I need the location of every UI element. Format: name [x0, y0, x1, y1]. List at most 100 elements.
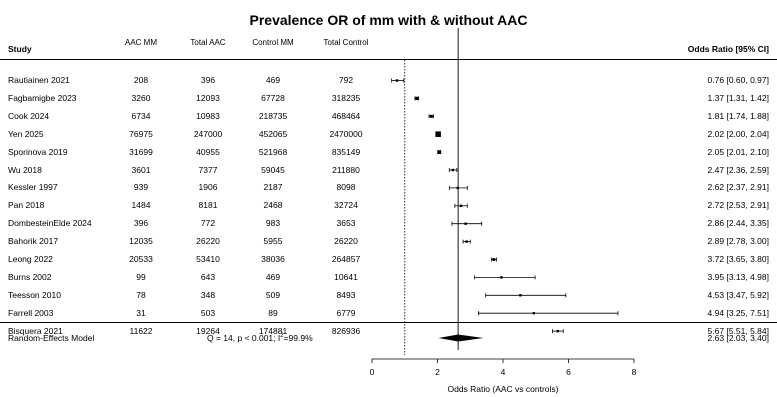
cell-or-ci: 3.72 [3.65, 3.80]: [707, 254, 769, 264]
x-axis-label: Odds Ratio (AAC vs controls): [447, 384, 558, 394]
point-estimate-square: [500, 276, 503, 279]
x-tick-label: 4: [501, 367, 506, 377]
study-name: Cook 2024: [8, 110, 50, 121]
x-tick-label: 8: [632, 367, 637, 377]
x-tick-label: 2: [435, 367, 440, 377]
study-name: Kessler 1997: [8, 182, 58, 193]
point-estimate-square: [532, 312, 535, 315]
cell-aac-mm: 208: [133, 75, 149, 85]
cell-total-control: 826936: [331, 325, 361, 336]
cell-total-control: 211880: [332, 164, 360, 175]
cell-aac-mm: 3260: [131, 92, 151, 103]
cell-or-ci: 3.95 [3.13, 4.98]: [707, 271, 769, 282]
cell-control-mm: 174881: [258, 325, 288, 336]
point-estimate-square: [435, 131, 441, 137]
study-name: Bahorik 2017: [8, 236, 59, 247]
point-estimate-square: [451, 168, 455, 172]
cell-control-mm: 509: [265, 289, 281, 300]
cell-aac-mm: 12035: [129, 236, 153, 247]
cell-control-mm: 983: [265, 218, 281, 229]
cell-total-control: 3653: [336, 218, 356, 229]
cell-total-control: 468464: [331, 110, 361, 121]
study-name: Fagbamigbe 2023: [8, 92, 77, 103]
study-name: Teesson 2010: [8, 289, 61, 300]
cell-total-aac: 53410: [196, 254, 220, 264]
study-name: Yen 2025: [8, 128, 44, 139]
cell-control-mm: 2187: [263, 182, 283, 193]
cell-or-ci: 2.89 [2.78, 3.00]: [707, 236, 769, 247]
cell-control-mm: 89: [268, 307, 278, 318]
cell-control-mm: 59045: [261, 164, 285, 175]
col-header-total-control: Total Control: [323, 38, 369, 47]
point-estimate-square: [456, 186, 460, 190]
pooled-estimate-diamond: [438, 334, 484, 342]
x-tick-label: 0: [370, 367, 375, 377]
point-estimate-square: [415, 96, 419, 101]
point-estimate-square: [556, 329, 559, 333]
cell-aac-mm: 20533: [129, 254, 153, 264]
cell-control-mm: 452065: [258, 128, 288, 139]
cell-total-aac: 19264: [196, 325, 220, 336]
point-estimate-square: [429, 114, 433, 118]
point-estimate-square: [437, 150, 441, 154]
cell-aac-mm: 31699: [129, 146, 153, 157]
col-header-control-mm: Control MM: [252, 38, 294, 47]
study-name: Sporinova 2019: [8, 146, 68, 157]
cell-total-control: 264857: [331, 254, 361, 264]
cell-total-aac: 643: [200, 271, 216, 282]
study-name: Farrell 2003: [8, 307, 54, 318]
cell-or-ci: 1.37 [1.31, 1.42]: [707, 92, 769, 103]
cell-or-ci: 4.53 [3.47, 5.92]: [707, 289, 769, 300]
cell-or-ci: 2.86 [2.44, 3.35]: [707, 218, 769, 229]
summary-stats-text: Q = 14, p < 0.001; I: [207, 333, 281, 343]
cell-total-aac: 7377: [198, 164, 218, 175]
cell-aac-mm: 939: [133, 182, 149, 193]
cell-control-mm: 38036: [261, 254, 285, 264]
cell-aac-mm: 76975: [129, 128, 153, 139]
cell-or-ci: 2.47 [2.36, 2.59]: [707, 164, 769, 175]
cell-total-aac: 8181: [198, 200, 218, 211]
cell-total-aac: 247000: [193, 128, 223, 139]
point-estimate-square: [395, 79, 399, 82]
cell-aac-mm: 99: [136, 271, 146, 282]
header-divider: [0, 59, 777, 60]
cell-total-aac: 772: [200, 218, 216, 229]
cell-aac-mm: 31: [136, 307, 146, 318]
cell-total-control: 32724: [334, 200, 358, 211]
cell-total-aac: 10983: [196, 110, 220, 121]
cell-aac-mm: 396: [133, 218, 149, 229]
cell-aac-mm: 3601: [131, 164, 151, 175]
summary-divider: [0, 322, 777, 323]
cell-control-mm: 67728: [261, 92, 285, 103]
cell-control-mm: 469: [265, 271, 281, 282]
cell-total-aac: 396: [200, 75, 216, 85]
cell-total-aac: 348: [200, 289, 216, 300]
cell-or-ci: 4.94 [3.25, 7.51]: [707, 307, 769, 318]
study-name: Leong 2022: [8, 254, 53, 264]
point-estimate-square: [492, 258, 496, 261]
cell-or-ci: 2.72 [2.53, 2.91]: [707, 200, 769, 211]
cell-aac-mm: 11622: [129, 325, 153, 336]
cell-control-mm: 521968: [258, 146, 288, 157]
col-header-total-aac: Total AAC: [190, 38, 226, 47]
study-name: Wu 2018: [8, 164, 42, 175]
cell-or-ci: 1.81 [1.74, 1.88]: [707, 110, 769, 121]
summary-label: Random-Effects Model: [8, 333, 95, 343]
point-estimate-square: [464, 222, 467, 225]
summary-or-ci: 2.63 [2.03, 3.40]: [707, 333, 769, 343]
summary-stats-superscript: 2: [280, 333, 284, 340]
point-estimate-square: [459, 204, 463, 207]
col-header-odds-ratio: Odds Ratio [95% CI]: [687, 44, 769, 54]
cell-total-control: 26220: [334, 236, 358, 247]
cell-total-control: 318235: [331, 92, 361, 103]
cell-total-aac: 1906: [198, 182, 218, 193]
chart-title: Prevalence OR of mm with & without AAC: [249, 12, 528, 28]
point-estimate-square: [519, 294, 522, 297]
cell-total-aac: 503: [200, 307, 216, 318]
summary-heterogeneity-stats: Q = 14, p < 0.001; I2=99.9%: [207, 333, 313, 343]
col-header-aac-mm: AAC MM: [125, 38, 157, 47]
cell-or-ci: 2.62 [2.37, 2.91]: [707, 182, 769, 193]
cell-control-mm: 469: [265, 75, 281, 85]
study-name: Rautiainen 2021: [8, 75, 70, 85]
